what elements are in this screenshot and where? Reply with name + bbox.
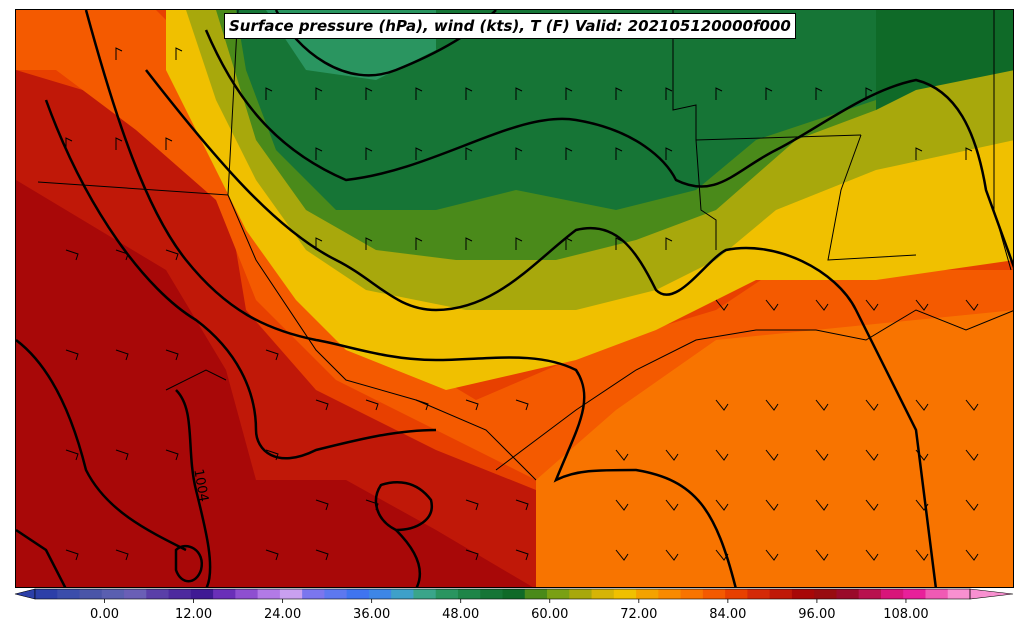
colorbar-swatch	[57, 589, 81, 599]
wind-barbs	[65, 47, 979, 561]
colorbar-tick-label: 72.00	[620, 607, 658, 622]
colorbar-swatch	[391, 589, 414, 599]
colorbar-extend-high	[969, 588, 1014, 600]
colorbar-swatch	[636, 589, 659, 599]
colorbar-swatch	[168, 589, 192, 599]
colorbar-swatch	[858, 589, 882, 599]
colorbar-tick-label: 24.00	[264, 607, 302, 622]
colorbar-swatch	[480, 589, 503, 599]
colorbar-tick-label: 48.00	[442, 607, 480, 622]
colorbar-swatch	[124, 589, 147, 599]
colorbar-swatch	[101, 589, 125, 599]
colorbar-swatch	[814, 589, 837, 599]
colorbar-swatch	[925, 589, 949, 599]
colorbar-swatch	[457, 589, 481, 599]
colorbar-swatch	[702, 589, 726, 599]
colorbar-swatch	[324, 589, 348, 599]
colorbar-swatch	[569, 589, 593, 599]
colorbar-swatch	[658, 589, 682, 599]
colorbar	[14, 588, 1014, 603]
colorbar-swatch	[591, 589, 615, 599]
temperature-map	[16, 10, 1013, 587]
colorbar-swatch	[524, 589, 548, 599]
colorbar-swatch	[769, 589, 793, 599]
colorbar-swatch	[346, 589, 370, 599]
colorbar-swatch	[725, 589, 748, 599]
colorbar-tick-label: 36.00	[353, 607, 391, 622]
colorbar-swatch	[279, 589, 303, 599]
colorbar-swatch	[836, 589, 860, 599]
colorbar-tick-label: 12.00	[174, 607, 213, 622]
colorbar-swatch	[368, 589, 392, 599]
temperature-fill-hottest	[16, 180, 533, 587]
colorbar-tick-label: 84.00	[709, 607, 747, 622]
colorbar-swatch	[257, 589, 281, 599]
colorbar-swatch	[947, 589, 971, 599]
colorbar-swatch	[791, 589, 815, 599]
colorbar-swatch	[302, 589, 325, 599]
map-panel: 1004	[15, 9, 1014, 588]
colorbar-swatch	[747, 589, 771, 599]
colorbar-swatch	[435, 589, 459, 599]
colorbar-tick-label: 60.00	[531, 607, 569, 622]
colorbar-tick-label: 0.00	[90, 607, 119, 622]
colorbar-swatch	[79, 589, 103, 599]
colorbar-extend-low	[14, 588, 36, 600]
colorbar-swatch	[213, 589, 236, 599]
coastline	[495, 309, 1013, 471]
colorbar-swatch	[235, 589, 259, 599]
temperature-fill-northeast	[876, 10, 1013, 110]
colorbar-swatch	[190, 589, 214, 599]
colorbar-swatch	[547, 589, 570, 599]
colorbar-swatch	[613, 589, 637, 599]
colorbar-swatch	[903, 589, 926, 599]
temperature-fill-gulf	[536, 310, 1013, 587]
colorbar-tick-label: 96.00	[798, 607, 836, 622]
colorbar-swatch	[146, 589, 170, 599]
colorbar-outline	[34, 588, 971, 600]
pressure-contours	[16, 10, 1013, 587]
colorbar-swatch	[880, 589, 904, 599]
colorbar-swatch	[413, 589, 437, 599]
colorbar-swatch	[680, 589, 704, 599]
colorbar-swatch	[35, 589, 58, 599]
colorbar-tick-label: 108.00	[883, 607, 929, 622]
state-borders	[37, 10, 1012, 481]
colorbar-swatch	[502, 589, 526, 599]
map-title: Surface pressure (hPa), wind (kts), T (F…	[224, 13, 796, 39]
